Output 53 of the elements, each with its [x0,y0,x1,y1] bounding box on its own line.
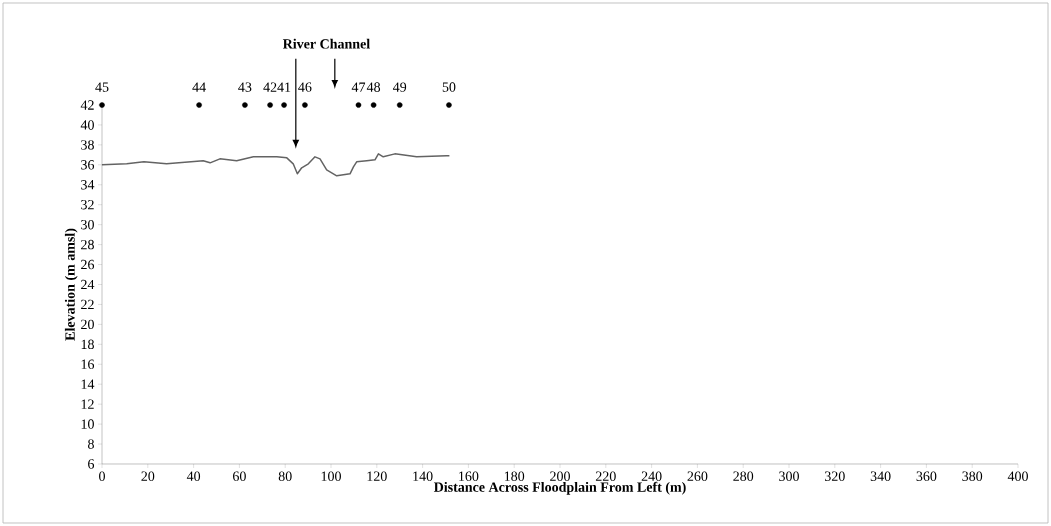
y-tick-label: 24 [81,279,95,290]
annotation: 47 [351,82,366,92]
x-tick-label: 220 [595,471,616,481]
y-tick-label: 40 [80,120,94,130]
y-tick-label: 16 [81,359,95,369]
annotation: 43 [238,82,252,92]
y-tick-label: 6 [88,459,95,469]
y-tick-label: 38 [81,140,94,150]
x-tick-label: 140 [413,471,433,481]
x-tick-label: 200 [550,471,570,481]
x-tick-label: 280 [733,471,754,481]
y-tick-label: 12 [81,399,94,409]
y-tick-label: 22 [81,299,94,310]
annotation: 45 [95,82,109,92]
x-tick-label: 180 [504,471,525,481]
x-tick-label: 20 [141,471,155,481]
y-tick-label: 20 [81,319,94,330]
y-tick-label: 28 [81,239,94,250]
y-tick-label: 18 [81,339,94,350]
y-tick-label: 42 [80,100,94,110]
y-tick-label: 32 [81,200,94,210]
annotation: 48 [366,82,381,92]
x-tick-label: 100 [321,471,341,481]
y-axis-title: Elevation (m amsl) [64,228,78,341]
x-tick-label: 80 [278,471,292,481]
y-tick-label: 34 [81,180,95,190]
x-tick-label: 260 [687,471,708,481]
x-tick-label: 40 [186,471,201,481]
x-tick-label: 0 [99,471,105,481]
x-tick-label: 380 [962,471,983,481]
y-tick-label: 36 [81,160,95,170]
x-tick-label: 60 [233,471,246,481]
text: River Channel [282,38,370,49]
y-tick-label: 8 [88,439,94,449]
annotation: 42 [263,82,277,92]
x-tick-label: 240 [641,471,662,481]
x-tick-label: 320 [824,471,845,481]
y-tick-label: 10 [81,419,94,429]
x-tick-label: 300 [779,471,799,481]
x-tick-label: 400 [1007,471,1028,481]
y-tick-label: 26 [81,259,95,270]
y-tick-label: 14 [81,379,95,389]
x-tick-label: 340 [870,471,891,481]
annotation: 41 [277,82,291,92]
x-tick-label: 120 [367,471,387,481]
annotation: 44 [192,82,206,92]
y-tick-label: 30 [81,219,94,230]
annotation: 50 [442,82,456,92]
x-tick-label: 360 [916,471,937,481]
x-tick-label: 160 [459,471,479,481]
x-axis-title: Distance Across Floodplain From Left (m) [433,481,686,495]
annotation: 49 [392,82,407,92]
annotation: 46 [298,82,312,92]
